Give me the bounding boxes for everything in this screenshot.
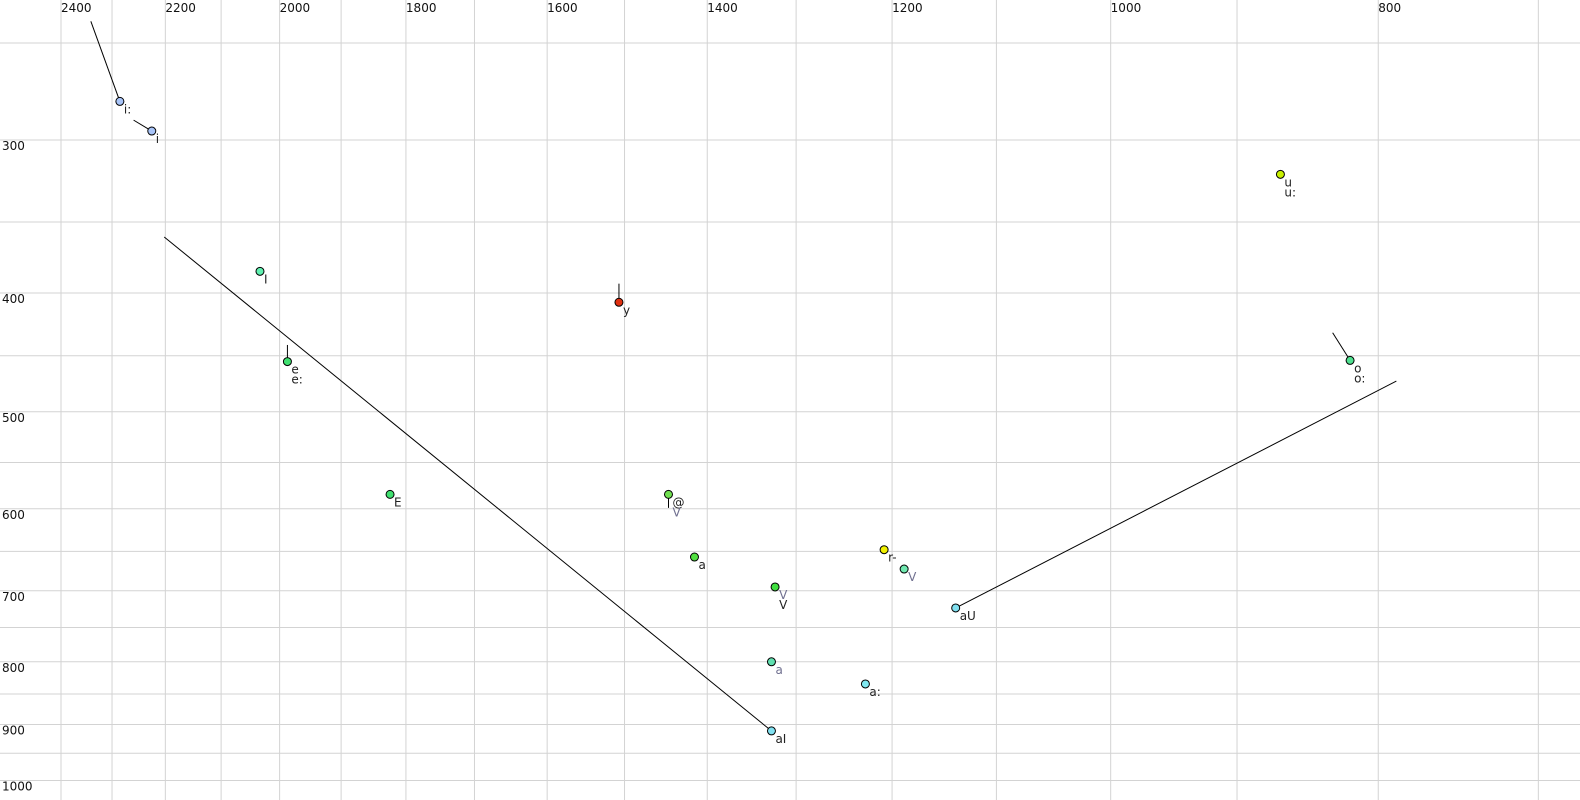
vowel-point: y bbox=[614, 297, 630, 317]
vowel-marker bbox=[879, 545, 889, 555]
vowel-label: y bbox=[623, 303, 630, 317]
vowel-point: r- bbox=[879, 545, 897, 565]
vowel-label: a bbox=[775, 663, 782, 677]
vowel-point: I bbox=[255, 266, 268, 286]
x-axis-ticks: 2400 2200 2000 1800 1600 1400 1200 1000 800 bbox=[61, 1, 1401, 15]
vowel-label: r- bbox=[888, 551, 897, 565]
vowel-marker bbox=[770, 582, 780, 592]
x-tick-label: 1200 bbox=[892, 1, 923, 15]
x-tick-label: 1000 bbox=[1111, 1, 1142, 15]
vowel-point: oo: bbox=[1345, 355, 1365, 385]
trajectories bbox=[90, 21, 1397, 732]
formant-trajectory bbox=[1332, 332, 1351, 361]
vowel-marker bbox=[860, 679, 870, 689]
vowel-marker bbox=[689, 552, 699, 562]
vowel-label: @ bbox=[672, 495, 684, 509]
vowel-marker bbox=[614, 297, 624, 307]
vowel-marker bbox=[1345, 355, 1355, 365]
vowel-marker bbox=[899, 564, 909, 574]
formant-trajectory bbox=[90, 21, 121, 102]
vowel-point: VV bbox=[770, 582, 788, 612]
vowel-label: E bbox=[394, 495, 402, 509]
vowel-point: a bbox=[766, 657, 783, 677]
vowel-marker bbox=[951, 603, 961, 613]
vowel-point: aI bbox=[766, 726, 786, 746]
x-tick-label: 2400 bbox=[61, 1, 92, 15]
vowel-marker bbox=[282, 357, 292, 367]
vowel-label: e: bbox=[291, 373, 302, 387]
vowel-label: V bbox=[672, 505, 681, 519]
vowel-label: e bbox=[291, 363, 298, 377]
vowel-point: a bbox=[689, 552, 706, 572]
formant-trajectory bbox=[163, 236, 772, 732]
x-tick-label: 800 bbox=[1378, 1, 1401, 15]
vowel-label: o: bbox=[1354, 371, 1365, 385]
y-tick-label: 700 bbox=[2, 590, 25, 604]
vowel-label: aI bbox=[775, 732, 786, 746]
vowel-marker bbox=[385, 489, 395, 499]
x-tick-label: 2200 bbox=[165, 1, 196, 15]
vowel-marker bbox=[663, 489, 673, 499]
vowel-label: V bbox=[779, 598, 788, 612]
y-tick-label: 400 bbox=[2, 292, 25, 306]
vowel-point: @V bbox=[663, 489, 684, 519]
y-tick-label: 800 bbox=[2, 661, 25, 675]
x-tick-label: 1400 bbox=[707, 1, 738, 15]
vowel-label: i bbox=[156, 132, 159, 146]
vowel-label: o bbox=[1354, 361, 1361, 375]
vowel-point: ee: bbox=[282, 357, 303, 387]
vowel-label: u: bbox=[1284, 185, 1296, 199]
vowel-label: a bbox=[698, 558, 705, 572]
y-tick-label: 500 bbox=[2, 411, 25, 425]
y-tick-label: 1000 bbox=[2, 780, 33, 794]
vowel-marker bbox=[1275, 169, 1285, 179]
vowel-point: uu: bbox=[1275, 169, 1296, 199]
vowel-marker bbox=[115, 96, 125, 106]
vowel-label: u bbox=[1284, 175, 1292, 189]
vowel-point: a: bbox=[860, 679, 881, 699]
vowel-point: aU bbox=[951, 603, 976, 623]
vowel-label: I bbox=[264, 272, 268, 286]
y-tick-label: 900 bbox=[2, 723, 25, 737]
vowel-marker bbox=[147, 126, 157, 136]
vowel-point: E bbox=[385, 489, 402, 509]
vowel-label: V bbox=[908, 570, 917, 584]
vowel-marker bbox=[255, 266, 265, 276]
vowel-label: i: bbox=[124, 102, 131, 116]
vowel-label: V bbox=[779, 588, 788, 602]
y-tick-label: 600 bbox=[2, 508, 25, 522]
x-tick-label: 1800 bbox=[406, 1, 437, 15]
vowel-point: V bbox=[899, 564, 917, 584]
y-axis-ticks: 300 400 500 600 700 800 900 1000 bbox=[2, 139, 33, 794]
x-tick-label: 2000 bbox=[280, 1, 311, 15]
vowel-marker bbox=[766, 657, 776, 667]
vowel-marker bbox=[766, 726, 776, 736]
vowel-label: aU bbox=[960, 609, 976, 623]
y-tick-label: 300 bbox=[2, 139, 25, 153]
vowel-point: i: bbox=[115, 96, 131, 116]
vowel-label: a: bbox=[869, 685, 880, 699]
vowel-point: i bbox=[147, 126, 159, 146]
formant-trajectory bbox=[955, 380, 1397, 609]
x-tick-label: 1600 bbox=[547, 1, 578, 15]
